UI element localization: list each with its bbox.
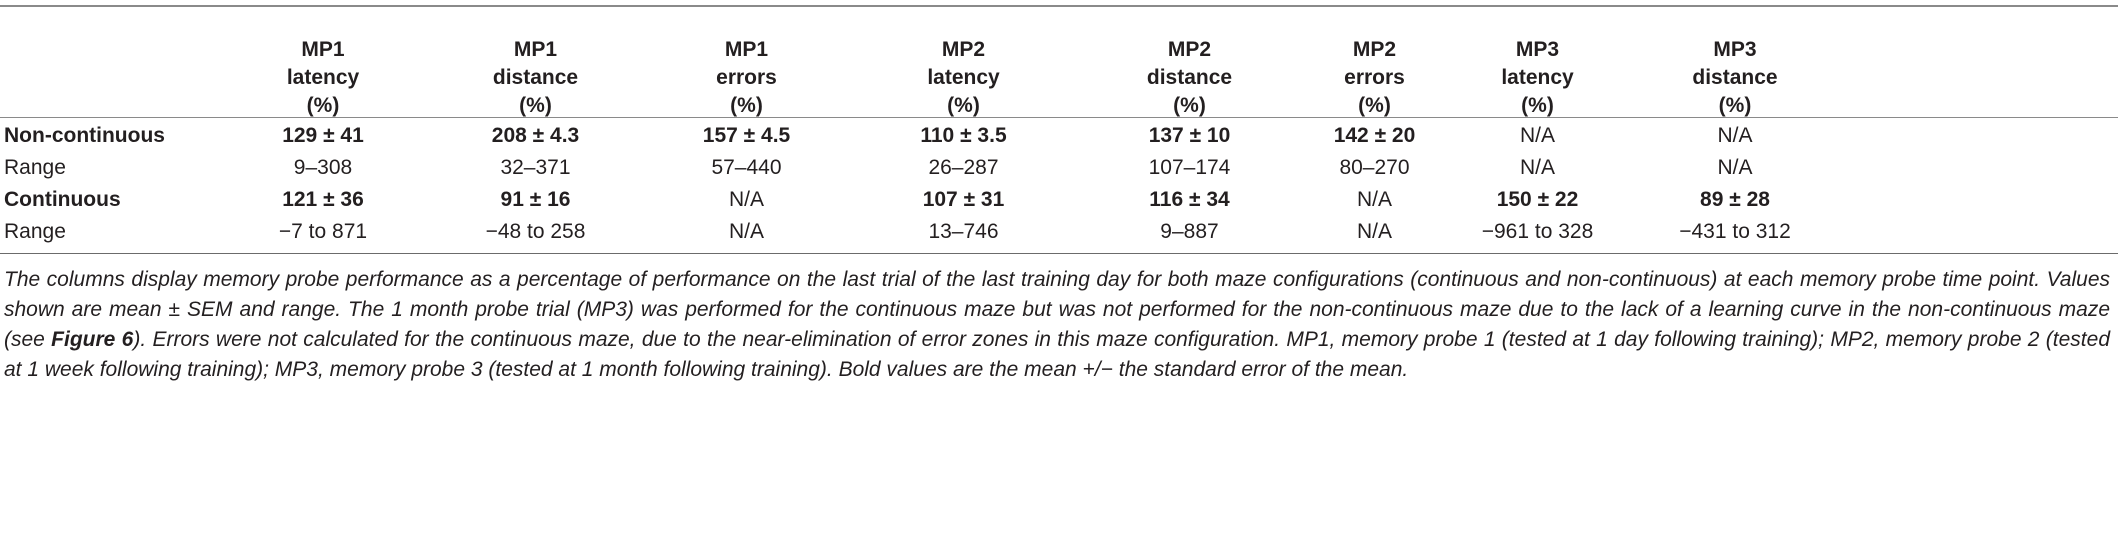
figure-6-link[interactable]: Figure 6 bbox=[51, 328, 134, 351]
table-cell: 89 ± 28 bbox=[1700, 188, 1770, 211]
table-cell: 91 ± 16 bbox=[500, 188, 571, 211]
table-cell: N/A bbox=[1356, 188, 1392, 211]
bottom-rule bbox=[0, 253, 2118, 254]
column-header: MP1 distance (%) bbox=[429, 36, 642, 120]
column-header: MP2 errors (%) bbox=[1303, 36, 1446, 120]
row-label: Range bbox=[4, 156, 66, 179]
column-header: MP2 distance (%) bbox=[1076, 36, 1303, 120]
caption-text-end: ). Errors were not calculated for the co… bbox=[4, 328, 2110, 381]
results-table: MP1 latency (%) MP1 distance (%) MP1 errors (%) M… bbox=[0, 36, 1841, 248]
table-row: Range −7 to 871 −48 to 258 N/A 13–746 9–887 N/… bbox=[0, 216, 1841, 248]
column-header-line: (%) bbox=[1358, 94, 1391, 117]
column-header-line: (%) bbox=[1521, 94, 1554, 117]
column-header-line: MP3 bbox=[1515, 38, 1560, 61]
column-header-line: MP2 bbox=[1167, 38, 1212, 61]
top-rule bbox=[0, 5, 2118, 7]
table-cell: N/A bbox=[1717, 156, 1753, 179]
column-header: MP1 errors (%) bbox=[642, 36, 851, 120]
table-cell: N/A bbox=[728, 220, 764, 243]
column-header: MP2 latency (%) bbox=[851, 36, 1076, 120]
table-cell: 142 ± 20 bbox=[1333, 124, 1416, 147]
header-rule bbox=[0, 117, 2118, 118]
table-row: Range 9–308 32–371 57–440 26–287 107–174 80–27… bbox=[0, 152, 1841, 184]
table-cell: N/A bbox=[1519, 156, 1555, 179]
table-cell: 26–287 bbox=[928, 156, 999, 179]
column-header: MP3 distance (%) bbox=[1629, 36, 1841, 120]
table-cell: N/A bbox=[1519, 124, 1555, 147]
column-header-line: (%) bbox=[947, 94, 980, 117]
table-cell: N/A bbox=[728, 188, 764, 211]
table-cell: 9–308 bbox=[293, 156, 353, 179]
table-cell: 129 ± 41 bbox=[282, 124, 364, 147]
column-header-line: MP2 bbox=[1352, 38, 1397, 61]
table-cell: 116 ± 34 bbox=[1149, 188, 1230, 211]
table-caption: The columns display memory probe perform… bbox=[4, 265, 2110, 385]
table-cell: 110 ± 3.5 bbox=[920, 124, 1007, 147]
column-header: MP1 latency (%) bbox=[217, 36, 429, 120]
row-label: Range bbox=[4, 220, 66, 243]
corner-header bbox=[0, 36, 217, 120]
column-header-line: latency bbox=[1501, 66, 1574, 89]
table-cell: 107 ± 31 bbox=[922, 188, 1005, 211]
caption-text-start: The columns display memory probe perform… bbox=[4, 268, 2110, 351]
column-header-line: MP1 bbox=[301, 38, 345, 61]
table-cell: N/A bbox=[1356, 220, 1392, 243]
table-cell: −7 to 871 bbox=[278, 220, 368, 243]
column-header-line: (%) bbox=[1718, 94, 1752, 117]
column-header-line: distance bbox=[492, 66, 579, 89]
table-cell: 150 ± 22 bbox=[1496, 188, 1579, 211]
table-body: Non-continuous 129 ± 41 208 ± 4.3 157 ± 4.5… bbox=[0, 120, 1841, 248]
row-label: Non-continuous bbox=[4, 124, 165, 147]
column-header-line: (%) bbox=[519, 94, 552, 117]
column-header: MP3 latency (%) bbox=[1446, 36, 1629, 120]
column-header-line: latency bbox=[927, 66, 1000, 89]
table-row: Non-continuous 129 ± 41 208 ± 4.3 157 ± 4.5… bbox=[0, 120, 1841, 152]
table-cell: 208 ± 4.3 bbox=[491, 124, 580, 147]
table-cell: 157 ± 4.5 bbox=[702, 124, 791, 147]
table-cell: 57–440 bbox=[711, 156, 782, 179]
column-header-line: MP1 bbox=[513, 38, 558, 61]
column-header-line: errors bbox=[1344, 66, 1405, 89]
column-header-line: MP3 bbox=[1713, 38, 1757, 61]
table-cell: 80–270 bbox=[1339, 156, 1410, 179]
column-header-line: distance bbox=[1146, 66, 1233, 89]
table-cell: −48 to 258 bbox=[485, 220, 586, 243]
table-row: Continuous 121 ± 36 91 ± 16 N/A 107 ± 31 116 … bbox=[0, 184, 1841, 216]
column-header-line: (%) bbox=[306, 94, 340, 117]
table-cell: 13–746 bbox=[928, 220, 999, 243]
column-header-line: (%) bbox=[1173, 94, 1206, 117]
table-cell: 32–371 bbox=[500, 156, 571, 179]
column-header-line: MP2 bbox=[941, 38, 986, 61]
header-row: MP1 latency (%) MP1 distance (%) MP1 errors (%) M… bbox=[0, 36, 1841, 120]
column-header-line: (%) bbox=[730, 94, 763, 117]
row-label: Continuous bbox=[4, 188, 121, 211]
column-header-line: distance bbox=[1692, 66, 1778, 89]
table-cell: 121 ± 36 bbox=[282, 188, 364, 211]
table-cell: 107–174 bbox=[1148, 156, 1231, 179]
column-header-line: errors bbox=[716, 66, 777, 89]
table-cell: 137 ± 10 bbox=[1148, 124, 1231, 147]
column-header-line: latency bbox=[286, 66, 360, 89]
table-cell: −431 to 312 bbox=[1679, 220, 1791, 243]
table-cell: 9–887 bbox=[1160, 220, 1219, 243]
table-cell: −961 to 328 bbox=[1481, 220, 1594, 243]
column-header-line: MP1 bbox=[724, 38, 769, 61]
table-cell: N/A bbox=[1717, 124, 1753, 147]
